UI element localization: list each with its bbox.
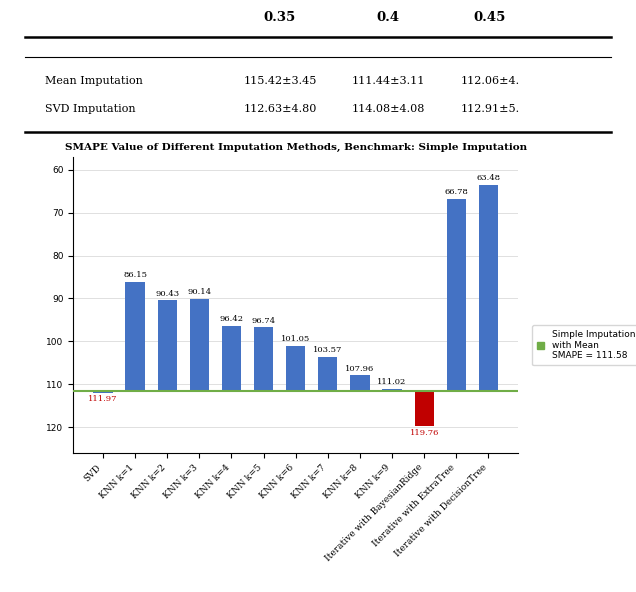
- Text: 0.45: 0.45: [474, 11, 506, 24]
- Bar: [158, 300, 177, 391]
- Text: 90.14: 90.14: [188, 288, 211, 297]
- Text: 107.96: 107.96: [345, 365, 375, 373]
- Text: 112.06±4.: 112.06±4.: [460, 76, 519, 86]
- Bar: [382, 388, 402, 391]
- Text: Mean Imputation: Mean Imputation: [45, 76, 142, 86]
- Text: 112.63±4.80: 112.63±4.80: [243, 104, 317, 114]
- Text: 112.91±5.: 112.91±5.: [460, 104, 519, 114]
- Text: 63.48: 63.48: [476, 174, 501, 182]
- Text: 86.15: 86.15: [123, 271, 147, 279]
- Bar: [415, 391, 434, 426]
- Text: 96.74: 96.74: [252, 317, 275, 325]
- Bar: [479, 185, 498, 391]
- Bar: [254, 327, 273, 391]
- Text: 0.35: 0.35: [264, 11, 296, 24]
- Text: 115.42±3.45: 115.42±3.45: [243, 76, 317, 86]
- Legend: Simple Imputation
with Mean
SMAPE = 111.58: Simple Imputation with Mean SMAPE = 111.…: [532, 325, 636, 365]
- Text: 119.76: 119.76: [410, 429, 439, 437]
- Bar: [93, 391, 113, 392]
- Text: SVD Imputation: SVD Imputation: [45, 104, 135, 114]
- Bar: [446, 199, 466, 391]
- Text: 111.97: 111.97: [88, 395, 118, 403]
- Title: SMAPE Value of Different Imputation Methods, Benchmark: Simple Imputation: SMAPE Value of Different Imputation Meth…: [65, 143, 527, 152]
- Text: 101.05: 101.05: [281, 335, 310, 343]
- Bar: [222, 326, 241, 391]
- Text: 66.78: 66.78: [445, 188, 468, 197]
- Text: 0.4: 0.4: [377, 11, 399, 24]
- Text: 103.57: 103.57: [313, 346, 343, 354]
- Bar: [350, 375, 370, 391]
- Text: 111.02: 111.02: [378, 378, 407, 386]
- Text: 96.42: 96.42: [219, 316, 244, 323]
- Text: 111.44±3.11: 111.44±3.11: [351, 76, 425, 86]
- Text: 114.08±4.08: 114.08±4.08: [351, 104, 425, 114]
- Bar: [286, 346, 305, 391]
- Text: 90.43: 90.43: [155, 289, 179, 298]
- Bar: [318, 356, 338, 391]
- Bar: [190, 299, 209, 391]
- Bar: [125, 282, 145, 391]
